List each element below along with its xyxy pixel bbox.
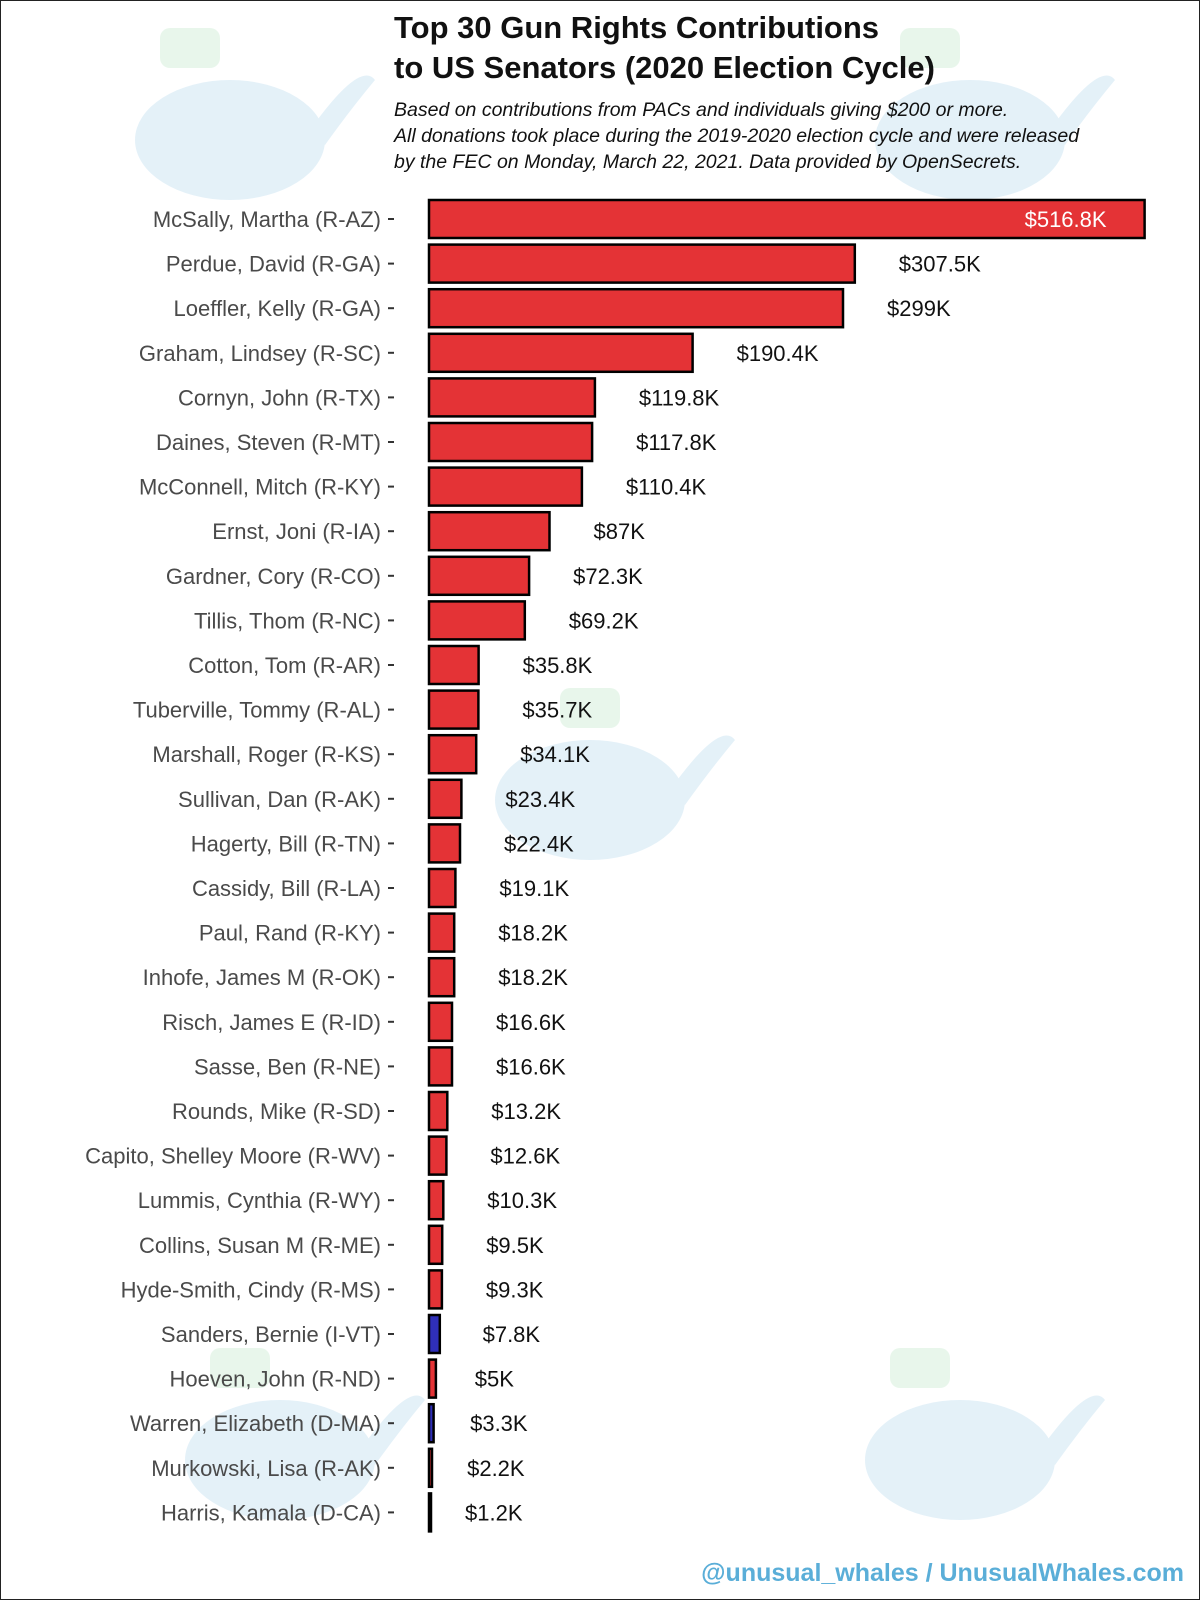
category-label: Sasse, Ben (R-NE) <box>194 1054 381 1079</box>
category-label: Tillis, Thom (R-NC) <box>194 608 381 633</box>
category-label: Harris, Kamala (D-CA) <box>161 1500 381 1525</box>
value-label: $22.4K <box>504 831 574 856</box>
chart-subtitle-line-1: Based on contributions from PACs and ind… <box>394 99 1009 121</box>
category-label: Tuberville, Tommy (R-AL) <box>133 698 381 723</box>
bar <box>427 1001 454 1043</box>
bar <box>427 867 457 909</box>
category-label: Ernst, Joni (R-IA) <box>212 519 381 544</box>
value-label: $516.8K <box>1025 207 1107 232</box>
bar <box>427 1224 444 1266</box>
bar <box>427 377 597 418</box>
category-label: Cotton, Tom (R-AR) <box>188 653 381 678</box>
value-label: $12.6K <box>490 1144 560 1169</box>
value-label: $72.3K <box>573 564 643 589</box>
value-label: $3.3K <box>470 1411 528 1436</box>
bar <box>427 555 531 597</box>
bar <box>427 510 551 552</box>
bar <box>427 1402 435 1444</box>
value-label: $34.1K <box>520 742 590 767</box>
value-label: $5K <box>475 1367 514 1392</box>
value-label: $190.4K <box>737 341 819 366</box>
value-label: $299K <box>887 296 951 321</box>
bar <box>427 421 594 463</box>
bar <box>427 956 456 998</box>
credit-text[interactable]: @unusual_whales / UnusualWhales.com <box>701 1559 1184 1587</box>
category-label: Rounds, Mike (R-SD) <box>172 1099 381 1124</box>
chart-title-line-1: Top 30 Gun Rights Contributions <box>394 10 880 45</box>
value-label: $2.2K <box>467 1456 525 1481</box>
bar <box>427 466 584 507</box>
chart-subtitle: Based on contributions from PACs and ind… <box>394 97 1194 175</box>
bar <box>427 1313 442 1355</box>
category-label: Paul, Rand (R-KY) <box>199 921 381 946</box>
category-label: Hyde-Smith, Cindy (R-MS) <box>121 1277 381 1302</box>
bar <box>427 600 527 641</box>
value-label: $16.6K <box>496 1054 566 1079</box>
bar <box>427 243 857 284</box>
value-label: $18.2K <box>498 965 568 990</box>
category-label: Risch, James E (R-ID) <box>162 1010 381 1035</box>
value-label: $307.5K <box>899 252 981 277</box>
category-label: Gardner, Cory (R-CO) <box>166 564 381 589</box>
value-label: $110.4K <box>626 475 707 500</box>
category-label: Collins, Susan M (R-ME) <box>139 1233 381 1258</box>
value-label: $16.6K <box>496 1010 566 1035</box>
value-label: $19.1K <box>499 876 569 901</box>
bar <box>427 733 478 775</box>
category-label: Cornyn, John (R-TX) <box>178 385 381 410</box>
bar <box>427 644 480 686</box>
value-label: $69.2K <box>569 608 639 633</box>
category-label: McConnell, Mitch (R-KY) <box>139 475 381 500</box>
value-label: $1.2K <box>465 1500 523 1525</box>
category-label: Cassidy, Bill (R-LA) <box>192 876 381 901</box>
bar <box>427 1447 434 1489</box>
bar <box>427 1046 454 1087</box>
value-label: $117.8K <box>636 430 717 455</box>
chart-subtitle-line-3: by the FEC on Monday, March 22, 2021. Da… <box>394 151 1022 173</box>
category-label: Capito, Shelley Moore (R-WV) <box>85 1144 381 1169</box>
category-label: Perdue, David (R-GA) <box>166 252 381 277</box>
category-label: Warren, Elizabeth (D-MA) <box>130 1411 381 1436</box>
value-label: $87K <box>594 519 646 544</box>
bar <box>427 1358 438 1399</box>
chart-title-line-2: to US Senators (2020 Election Cycle) <box>394 50 935 85</box>
value-label: $10.3K <box>487 1188 557 1213</box>
bar <box>427 1492 433 1533</box>
value-label: $7.8K <box>483 1322 541 1347</box>
bar <box>427 332 694 374</box>
category-label: McSally, Martha (R-AZ) <box>153 207 381 232</box>
bar <box>427 1090 449 1132</box>
bar <box>427 912 456 953</box>
category-label: Hoeven, John (R-ND) <box>169 1367 381 1392</box>
category-label: Sanders, Bernie (I-VT) <box>161 1322 381 1347</box>
bar <box>427 1179 445 1221</box>
value-label: $9.3K <box>486 1277 544 1302</box>
bar <box>427 689 480 730</box>
bar <box>427 198 1146 240</box>
category-label: Sullivan, Dan (R-AK) <box>178 787 381 812</box>
bar <box>427 778 463 820</box>
chart-subtitle-line-2: All donations took place during the 2019… <box>394 125 1080 147</box>
value-label: $119.8K <box>639 385 720 410</box>
category-label: Daines, Steven (R-MT) <box>156 430 381 455</box>
value-label: $13.2K <box>491 1099 561 1124</box>
bar <box>427 1269 444 1310</box>
bar <box>427 823 462 864</box>
category-label: Hagerty, Bill (R-TN) <box>191 831 381 856</box>
category-label: Inhofe, James M (R-OK) <box>143 965 381 990</box>
category-label: Loeffler, Kelly (R-GA) <box>174 296 381 321</box>
value-label: $9.5K <box>486 1233 544 1258</box>
value-label: $23.4K <box>505 787 575 812</box>
category-label: Murkowski, Lisa (R-AK) <box>151 1456 381 1481</box>
value-label: $35.7K <box>522 698 592 723</box>
chart-title: Top 30 Gun Rights Contributions to US Se… <box>394 8 1094 88</box>
value-label: $35.8K <box>523 653 593 678</box>
value-label: $18.2K <box>498 921 568 946</box>
bar <box>427 287 845 329</box>
bar <box>427 1135 448 1176</box>
category-label: Graham, Lindsey (R-SC) <box>139 341 381 366</box>
category-label: Lummis, Cynthia (R-WY) <box>138 1188 381 1213</box>
category-label: Marshall, Roger (R-KS) <box>152 742 381 767</box>
